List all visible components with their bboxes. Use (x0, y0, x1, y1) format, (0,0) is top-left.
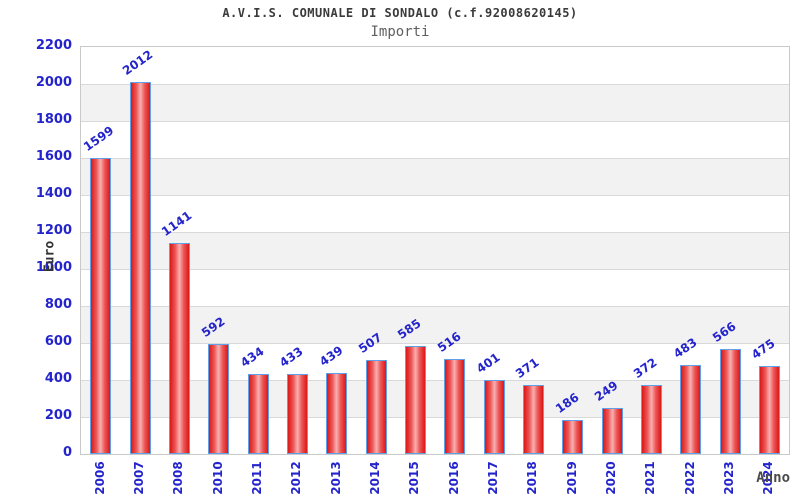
x-tick-label: 2023 (722, 461, 736, 495)
bar-2012 (286, 374, 308, 454)
grid-band (81, 121, 789, 158)
x-tick-label: 2021 (643, 461, 658, 495)
y-tick-label: 1800 (35, 112, 72, 127)
bar-2024 (758, 366, 780, 454)
grid-band (81, 380, 789, 417)
x-tick-label: 2019 (564, 461, 579, 495)
bar-2013 (326, 373, 348, 454)
plot-area: 1599 2012 1141 592 434 433 439 507 585 516 401 371 1… (80, 46, 790, 455)
grid-band (81, 417, 789, 454)
y-tick-label: 1400 (35, 186, 72, 201)
grid-band (81, 306, 789, 343)
x-tick-label: 2015 (407, 461, 422, 495)
x-tick-label: 2017 (486, 461, 500, 495)
chart-title: A.V.I.S. COMUNALE DI SONDALO (c.f.920086… (222, 6, 578, 20)
y-tick-label: 1200 (35, 223, 72, 238)
x-tick-label: 2020 (604, 461, 618, 495)
bar-2022 (680, 365, 702, 454)
x-tick-label: 2022 (682, 461, 697, 495)
grid-band (81, 343, 789, 380)
bar-2008 (168, 243, 190, 454)
x-tick-label: 2018 (525, 461, 540, 495)
grid-band (81, 232, 789, 269)
y-axis-title: Euro (42, 240, 58, 273)
x-tick-label: 2013 (328, 461, 343, 495)
bar-2010 (208, 344, 230, 454)
x-tick-label: 2010 (210, 461, 225, 495)
grid-band (81, 195, 789, 232)
y-tick-label: 800 (44, 297, 72, 312)
y-tick-label: 200 (44, 408, 72, 423)
y-tick-label: 1600 (35, 149, 72, 164)
bar-2017 (483, 380, 505, 454)
x-tick-label: 2007 (132, 461, 146, 495)
x-tick-label: 2006 (92, 461, 107, 495)
bar-2015 (404, 346, 426, 454)
y-tick-label: 1000 (35, 260, 72, 275)
bar-2016 (444, 359, 466, 454)
x-tick-label: 2011 (250, 461, 264, 495)
y-tick-label: 2000 (35, 75, 72, 90)
x-tick-label: 2014 (368, 461, 382, 495)
y-tick-label: 400 (44, 371, 72, 386)
x-axis-title: Anno (756, 470, 790, 486)
grid-band (81, 84, 789, 121)
y-tick-label: 600 (44, 334, 72, 349)
grid-band (81, 158, 789, 195)
bar-2014 (365, 360, 387, 454)
grid-band (81, 269, 789, 306)
bar-2018 (522, 385, 544, 454)
bar-2020 (601, 408, 623, 454)
grid-band (81, 47, 789, 84)
y-tick-label: 0 (62, 445, 72, 460)
y-tick-label: 2200 (35, 38, 72, 53)
chart-subtitle: Importi (370, 24, 430, 40)
bar-2019 (562, 420, 584, 454)
x-tick-label: 2008 (171, 461, 186, 495)
bar-2011 (247, 374, 269, 454)
x-tick-label: 2012 (289, 461, 304, 495)
bar-2006 (90, 158, 112, 454)
bar-2021 (640, 385, 662, 454)
bar-2023 (719, 349, 741, 454)
bar-2007 (129, 82, 151, 454)
x-tick-label: 2016 (446, 461, 461, 495)
